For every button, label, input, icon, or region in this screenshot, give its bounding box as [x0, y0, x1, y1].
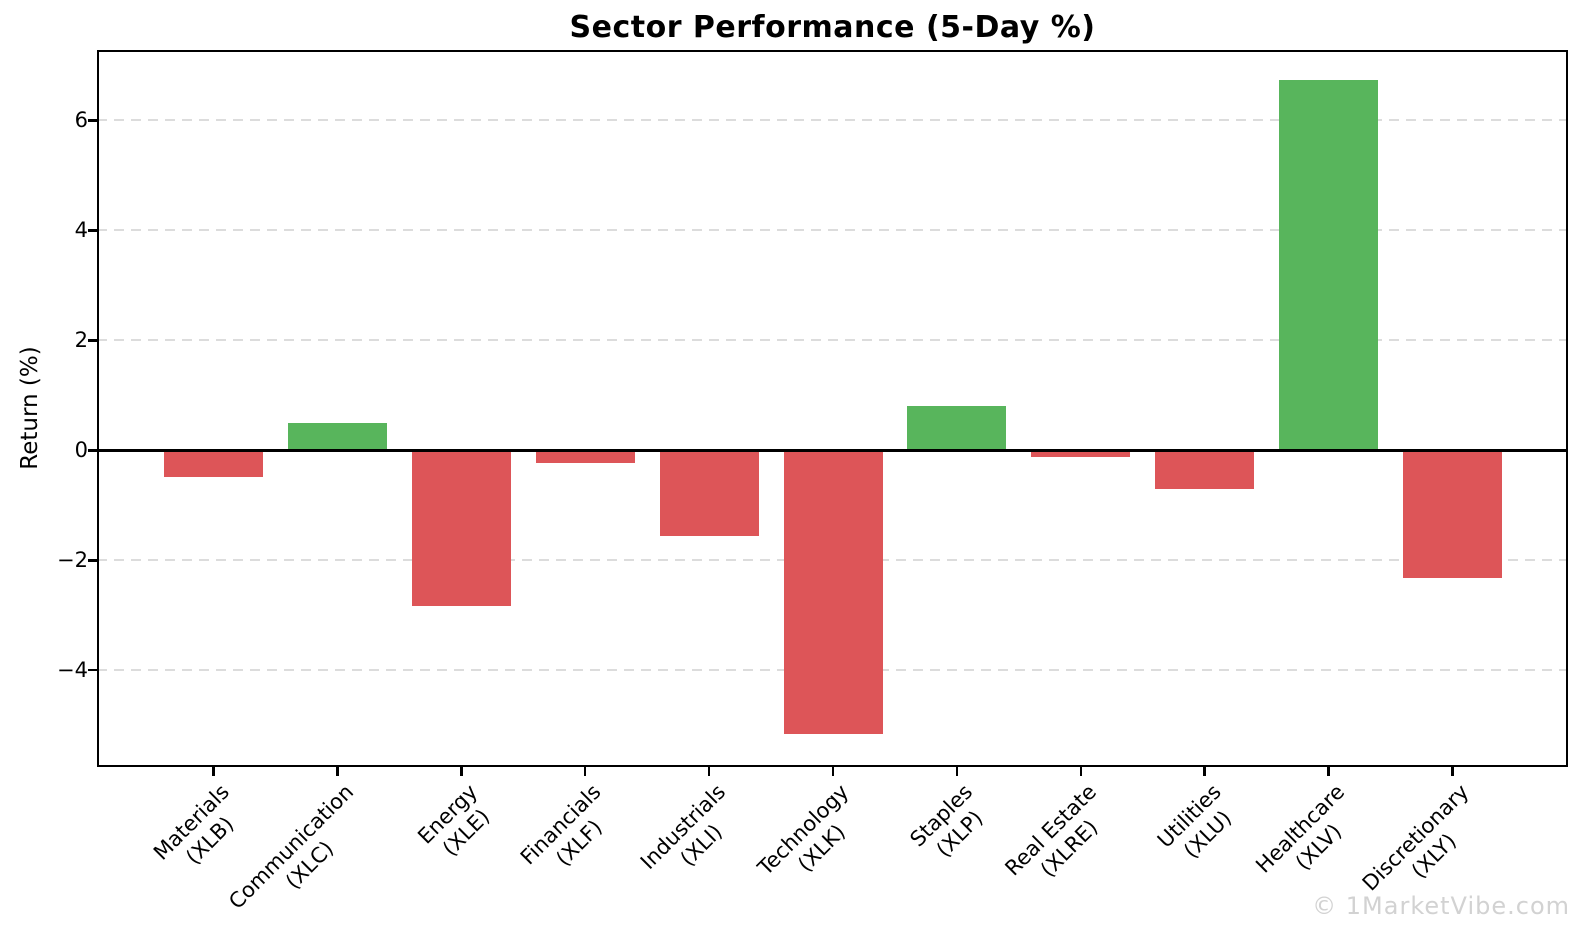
bar-industrials — [659, 450, 759, 537]
x-tick — [831, 767, 835, 776]
bar-materials — [164, 450, 263, 478]
gridline-y2 — [97, 339, 1568, 342]
y-tick — [88, 559, 97, 562]
y-tick — [88, 119, 97, 122]
x-tick-label: Utilities (XLU) — [1152, 779, 1245, 872]
y-tick-label: 6 — [74, 108, 88, 133]
y-tick-label: 4 — [74, 218, 88, 243]
x-tick-label: Technology (XLK) — [753, 779, 873, 899]
x-tick — [707, 767, 711, 776]
bar-healthcare — [1279, 80, 1379, 451]
x-tick — [336, 767, 339, 776]
y-tick — [88, 229, 97, 232]
x-tick-label: Staples (XLP) — [905, 779, 997, 871]
x-tick-label: Energy (XLE) — [412, 779, 501, 868]
x-tick — [1327, 767, 1330, 776]
x-tick — [1079, 767, 1083, 776]
x-tick — [1451, 767, 1454, 776]
x-tick — [460, 767, 463, 776]
x-tick-label: Healthcare (XLV) — [1251, 779, 1369, 897]
gridline-y6 — [97, 119, 1568, 122]
x-tick-label: Communication (XLC) — [223, 779, 377, 933]
bar-real-estate — [1031, 450, 1131, 458]
y-tick — [88, 339, 97, 342]
gridline-y4 — [97, 229, 1568, 232]
x-tick — [212, 767, 215, 776]
y-tick-label: 2 — [74, 328, 88, 353]
x-tick — [955, 767, 959, 776]
x-tick-label: Real Estate (XLRE) — [1000, 779, 1121, 900]
x-tick-label: Materials (XLB) — [148, 779, 253, 884]
x-tick-label: Financials (XLF) — [515, 779, 625, 889]
y-tick — [88, 668, 97, 672]
zero-axis-line — [97, 448, 1568, 452]
bar-energy — [411, 450, 511, 606]
bar-financials — [535, 450, 635, 464]
bar-communication — [287, 423, 387, 451]
x-tick-label: Industrials (XLI) — [635, 779, 749, 893]
bar-discretionary — [1403, 450, 1502, 579]
bar-technology — [783, 450, 883, 734]
x-tick — [1203, 767, 1206, 776]
x-tick — [583, 767, 587, 776]
y-tick — [88, 449, 97, 452]
bar-staples — [907, 406, 1007, 451]
y-tick-label: 0 — [74, 438, 88, 463]
y-tick-label: −4 — [57, 658, 88, 683]
bar-utilities — [1155, 450, 1255, 490]
chart-title: Sector Performance (5-Day %) — [569, 10, 1096, 45]
y-tick-label: −2 — [57, 548, 88, 573]
watermark-text: © 1MarketVibe.com — [1312, 892, 1570, 920]
